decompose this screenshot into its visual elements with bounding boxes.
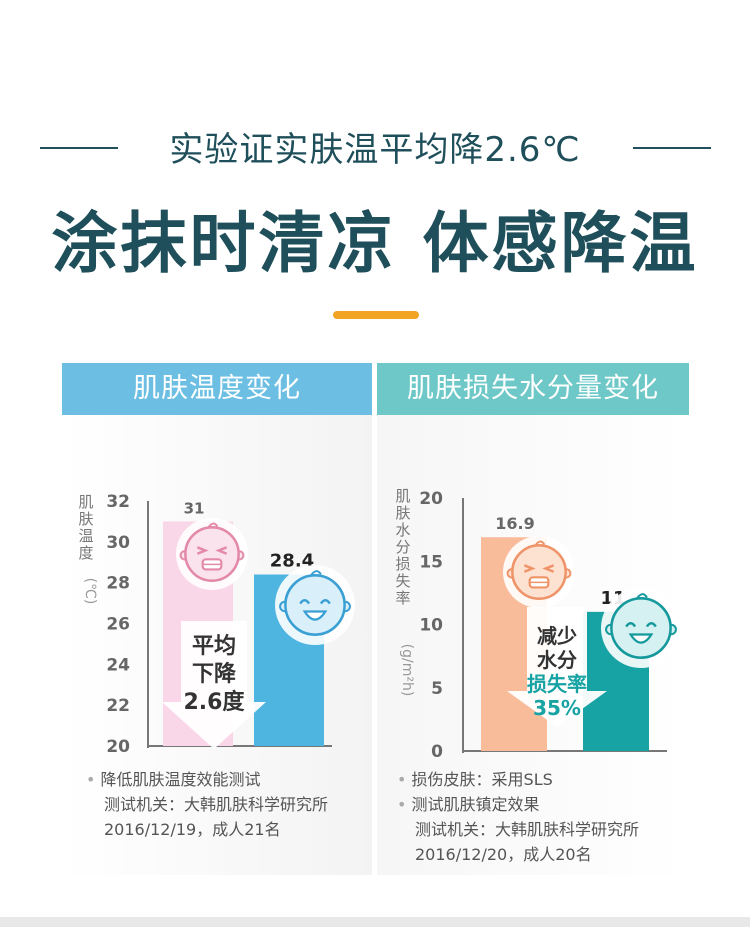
page-subtitle: 实验证实肤温平均降2.6℃ bbox=[169, 130, 581, 170]
arrow-label: 下降 bbox=[192, 662, 237, 687]
water-loss-panel: 肌肤损失水分量变化 肌肤水分损失率(g/m²h)0510152016.9损伤肌肤… bbox=[377, 363, 689, 875]
note-text: 测试肌肤镇定效果 bbox=[411, 795, 540, 814]
y-axis-label-char: 肌 bbox=[395, 487, 410, 505]
water-loss-header: 肌肤损失水分量变化 bbox=[377, 363, 689, 415]
header-left-line bbox=[40, 147, 118, 149]
y-tick-label: 26 bbox=[106, 615, 130, 635]
y-tick-label: 0 bbox=[431, 742, 443, 760]
smiling-face-icon bbox=[275, 565, 355, 645]
skin-temperature-panel: 肌肤温度变化 肌肤温度(℃)2022242628303231使用前28.4使用后… bbox=[62, 363, 372, 875]
crying-face-icon bbox=[176, 518, 248, 590]
note-line: 2016/12/19，成人21名 bbox=[86, 817, 372, 842]
note-text: 2016/12/20，成人20名 bbox=[415, 845, 592, 864]
note-text: 2016/12/19，成人21名 bbox=[104, 820, 281, 839]
page-title: 涂抹时清凉 体感降温 bbox=[51, 205, 699, 282]
bullet-icon: • bbox=[397, 795, 407, 814]
bullet-icon: • bbox=[86, 770, 96, 789]
y-tick-label: 5 bbox=[431, 679, 443, 699]
y-axis-label-char: 损 bbox=[395, 555, 410, 573]
y-tick-label: 22 bbox=[106, 696, 130, 716]
crying-face-icon bbox=[503, 536, 575, 608]
y-axis-label-char: 肌 bbox=[78, 493, 93, 511]
data-label: 16.9 bbox=[495, 514, 534, 533]
y-axis-label-char: 失 bbox=[395, 572, 410, 590]
water-loss-chart: 肌肤水分损失率(g/m²h)0510152016.9损伤肌肤11使用五枝汤减少水… bbox=[395, 487, 681, 760]
skin-temperature-chart: 肌肤温度(℃)2022242628303231使用前28.4使用后平均下降2.6… bbox=[78, 492, 355, 757]
y-tick-label: 20 bbox=[419, 489, 443, 509]
y-axis-label-char: 分 bbox=[395, 538, 410, 556]
water-loss-body: 肌肤水分损失率(g/m²h)0510152016.9损伤肌肤11使用五枝汤减少水… bbox=[377, 415, 689, 875]
note-line: 测试机关：大韩肌肤科学研究所 bbox=[86, 792, 372, 817]
arrow-label: 2.6度 bbox=[184, 689, 246, 715]
y-axis-label-char: 肤 bbox=[78, 510, 93, 528]
y-axis-unit: (℃) bbox=[82, 578, 98, 605]
skin-temperature-header: 肌肤温度变化 bbox=[62, 363, 372, 415]
arrow-label: 平均 bbox=[192, 633, 236, 659]
data-label: 31 bbox=[184, 499, 205, 517]
y-tick-label: 15 bbox=[419, 552, 443, 572]
note-text: 损伤皮肤：采用SLS bbox=[411, 770, 553, 789]
y-axis-label-char: 温 bbox=[78, 527, 93, 545]
arrow-label: 损失率 bbox=[527, 672, 587, 696]
y-axis-label-char: 度 bbox=[78, 544, 93, 562]
note-line: 测试机关：大韩肌肤科学研究所 bbox=[397, 817, 689, 842]
note-line: 2016/12/20，成人20名 bbox=[397, 842, 689, 867]
down-arrow-icon bbox=[162, 621, 266, 749]
note-text: 测试机关：大韩肌肤科学研究所 bbox=[415, 820, 640, 839]
down-arrow-icon bbox=[507, 607, 607, 727]
water-loss-notes: • 损伤皮肤：采用SLS • 测试肌肤镇定效果 测试机关：大韩肌肤科学研究所 2… bbox=[397, 767, 689, 867]
skin-temperature-notes: • 降低肌肤温度效能测试 测试机关：大韩肌肤科学研究所 2016/12/19，成… bbox=[86, 767, 372, 842]
y-axis-label-char: 肤 bbox=[395, 504, 410, 522]
arrow-label: 水分 bbox=[537, 648, 577, 672]
note-line: • 测试肌肤镇定效果 bbox=[397, 792, 689, 817]
y-axis-label-char: 率 bbox=[395, 589, 410, 607]
note-text: 测试机关：大韩肌肤科学研究所 bbox=[104, 795, 329, 814]
y-axis-label-char: 水 bbox=[395, 521, 410, 539]
y-tick-label: 28 bbox=[106, 574, 130, 594]
accent-bar bbox=[333, 311, 419, 319]
y-tick-label: 30 bbox=[106, 533, 130, 553]
y-tick-label: 20 bbox=[106, 737, 130, 757]
skin-temperature-body: 肌肤温度(℃)2022242628303231使用前28.4使用后平均下降2.6… bbox=[62, 415, 372, 875]
arrow-label: 35% bbox=[533, 696, 581, 720]
bullet-icon: • bbox=[397, 770, 407, 789]
bottom-strip bbox=[0, 917, 750, 927]
note-line: • 降低肌肤温度效能测试 bbox=[86, 767, 372, 792]
y-axis-unit: (g/m²h) bbox=[399, 644, 415, 697]
data-label: 28.4 bbox=[270, 551, 314, 572]
header-right-line bbox=[633, 147, 711, 149]
y-tick-label: 24 bbox=[106, 655, 130, 675]
arrow-label: 减少 bbox=[537, 624, 577, 648]
y-tick-label: 10 bbox=[419, 616, 443, 636]
smiling-face-icon bbox=[601, 588, 681, 668]
note-line: • 损伤皮肤：采用SLS bbox=[397, 767, 689, 792]
y-tick-label: 32 bbox=[106, 492, 130, 512]
note-text: 降低肌肤温度效能测试 bbox=[100, 770, 261, 789]
